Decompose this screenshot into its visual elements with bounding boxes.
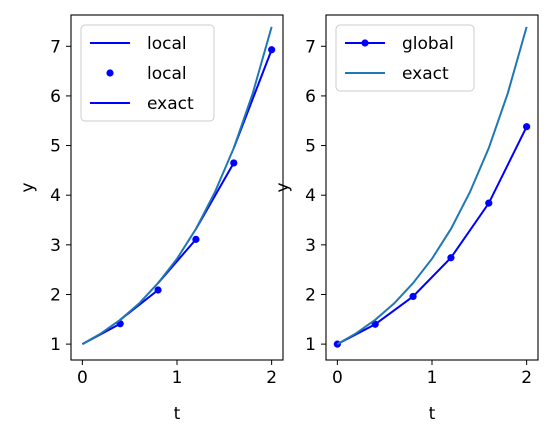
series-2-point-3 (192, 235, 200, 243)
series-2-point-4 (230, 159, 238, 167)
legend-label: global (402, 34, 454, 54)
legend-label: local (147, 64, 187, 84)
y-tick-label: 5 (305, 137, 316, 157)
legend: local local exact (80, 24, 215, 122)
legend: global exact (335, 24, 475, 92)
y-tick-label: 4 (50, 186, 61, 206)
x-axis-label: t (429, 404, 436, 424)
y-tick-label: 6 (50, 87, 61, 107)
series-1-point-5 (485, 199, 493, 207)
series-1-point-4 (447, 254, 455, 262)
legend-item: exact (90, 94, 194, 114)
legend-item: global (345, 34, 454, 54)
legend-box (80, 24, 215, 122)
y-tick-label: 1 (305, 335, 316, 355)
y-tick-label: 3 (305, 236, 316, 256)
y-axis-label: y (273, 182, 293, 192)
legend-marker-swatch (106, 69, 114, 77)
series-2-line (336, 26, 528, 345)
series-1-point-2 (371, 320, 379, 328)
x-tick-label: 2 (266, 368, 277, 388)
y-tick-label: 7 (305, 37, 316, 57)
legend-label: exact (402, 64, 449, 84)
legend-label: local (147, 34, 187, 54)
x-axis-label: t (174, 404, 181, 424)
legend-label: exact (147, 94, 194, 114)
plot-data (333, 26, 531, 348)
y-axis-label: y (18, 182, 38, 192)
legend-item: local (90, 34, 187, 54)
legend-item: local (106, 64, 187, 84)
y-tick-label: 2 (50, 285, 61, 305)
series-3-line (81, 26, 273, 345)
plot-data (81, 26, 276, 346)
y-tick-label: 4 (305, 186, 316, 206)
x-tick-label: 0 (77, 368, 88, 388)
x-tick-label: 1 (427, 368, 438, 388)
legend-marker-swatch (361, 39, 369, 47)
series-1-point-6 (523, 123, 531, 131)
series-2-point-2 (154, 286, 162, 294)
series-1-line (336, 126, 528, 346)
x-tick-label: 1 (172, 368, 183, 388)
x-tick-label: 0 (332, 368, 343, 388)
x-tick-label: 2 (521, 368, 532, 388)
y-tick-label: 2 (305, 285, 316, 305)
y-tick-label: 5 (50, 137, 61, 157)
legend-item: exact (345, 64, 449, 84)
series-2-point-5 (268, 46, 276, 54)
y-tick-label: 7 (50, 37, 61, 57)
y-tick-label: 6 (305, 87, 316, 107)
series-1-point-3 (409, 292, 417, 301)
y-tick-label: 1 (50, 335, 61, 355)
legend-box (335, 24, 475, 92)
y-tick-label: 3 (50, 236, 61, 256)
